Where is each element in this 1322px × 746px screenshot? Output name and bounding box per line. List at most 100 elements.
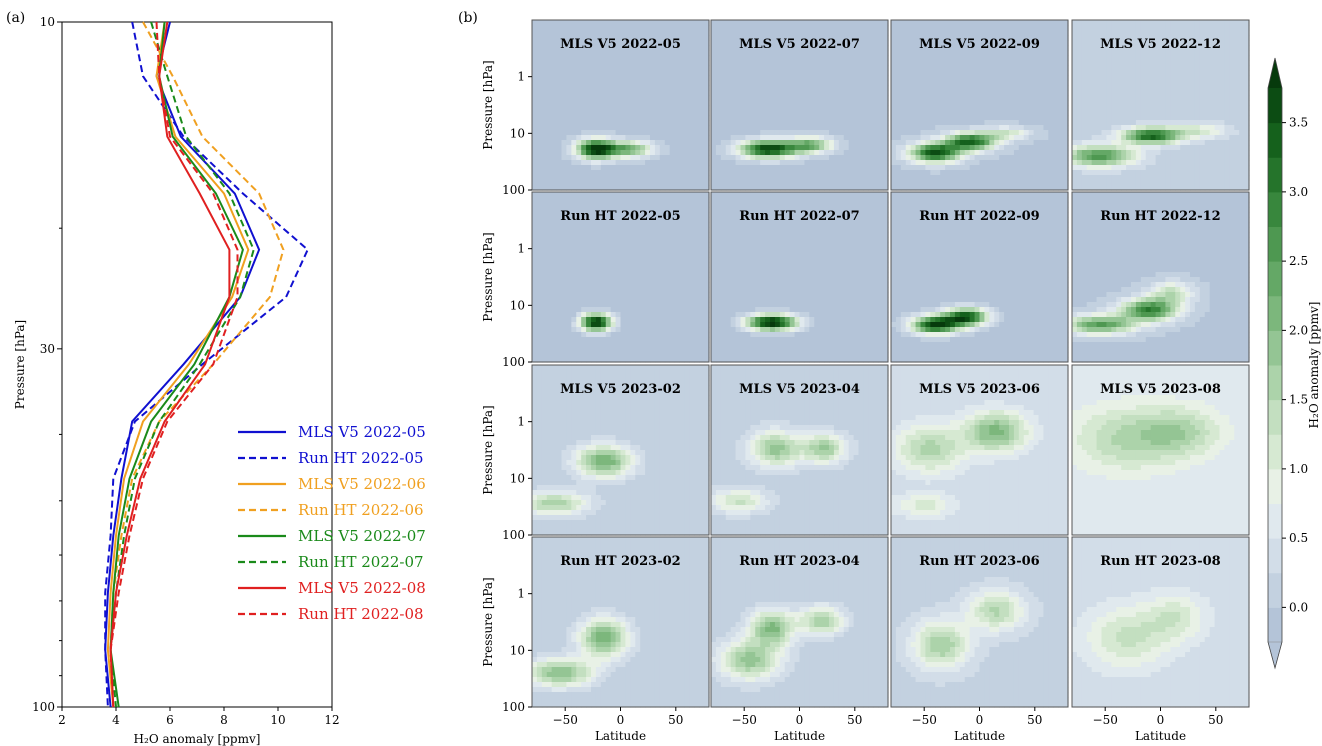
heatmap-cell [853, 95, 860, 101]
heatmap-cell [532, 160, 538, 166]
heatmap-cell [1043, 75, 1049, 81]
heatmap-cell [760, 60, 766, 66]
heatmap-cell [760, 145, 766, 151]
heatmap-cell [799, 170, 806, 176]
heatmap-cell [915, 165, 922, 171]
heatmap-cell [1009, 65, 1015, 71]
heatmap-cell [1229, 155, 1235, 161]
heatmap-cell [711, 45, 717, 51]
heatmap-cell [669, 45, 676, 51]
heatmap-cell [1058, 75, 1064, 81]
heatmap-cell [1076, 105, 1083, 111]
heatmap-cell [1204, 80, 1211, 86]
heatmap-cell [1175, 180, 1181, 186]
heatmap-cell [1150, 95, 1157, 101]
heatmap-cell [1033, 50, 1040, 56]
heatmap-cell [1190, 80, 1196, 86]
legend-label: Run HT 2022-06 [298, 501, 424, 519]
heatmap-cell [770, 100, 776, 106]
heatmap-cell [679, 40, 686, 46]
heatmap-cell [853, 30, 860, 36]
heatmap-cell [824, 55, 830, 61]
heatmap-cell [620, 35, 627, 41]
heatmap-cell [1209, 175, 1216, 181]
heatmap-cell [715, 160, 722, 166]
heatmap-cell [891, 100, 897, 106]
heatmap-cell [1234, 185, 1240, 191]
heatmap-cell [725, 50, 732, 56]
heatmap-cell [1038, 120, 1045, 126]
heatmap-cell [760, 180, 766, 186]
heatmap-cell [730, 90, 737, 96]
heatmap-cell [1165, 120, 1171, 126]
heatmap-cell [1175, 35, 1181, 41]
heatmap-cell [679, 25, 686, 31]
heatmap-cell [1229, 65, 1235, 71]
heatmap-cell [891, 85, 897, 91]
heatmap-cell [824, 90, 830, 96]
heatmap-cell [920, 125, 927, 131]
heatmap-cell [1126, 185, 1132, 191]
heatmap-cell [694, 40, 700, 46]
heatmap-cell [1190, 160, 1196, 166]
heatmap-cell [740, 110, 747, 116]
heatmap-cell [1058, 60, 1064, 66]
heatmap-cell [1072, 130, 1078, 136]
heatmap-cell [1106, 50, 1112, 56]
heatmap-cell [586, 55, 592, 61]
heatmap-cell [561, 135, 568, 141]
heatmap-cell [1140, 110, 1147, 116]
heatmap-cell [711, 125, 717, 131]
heatmap-cell [814, 165, 820, 171]
heatmap-cell [1111, 110, 1117, 116]
heatmap-cell [1121, 165, 1127, 171]
heatmap-cell [1116, 120, 1122, 126]
heatmap-cell [1086, 130, 1093, 136]
heatmap-cell [546, 95, 553, 101]
heatmap-cell [684, 30, 690, 36]
heatmap-cell [1244, 75, 1250, 81]
heatmap-cell [838, 160, 845, 166]
heatmap-cell [679, 145, 686, 151]
heatmap-cell [730, 75, 737, 81]
heatmap-cell [809, 70, 815, 76]
heatmap-cell [1111, 185, 1117, 191]
heatmap-cell [1023, 30, 1030, 36]
heatmap-cell [664, 125, 671, 131]
heatmap-cell [586, 140, 592, 146]
heatmap-cell [760, 165, 766, 171]
heatmap-cell [610, 185, 617, 191]
heatmap-cell [819, 160, 825, 166]
heatmap-cell [969, 140, 976, 146]
heatmap-cell [556, 25, 563, 31]
heatmap-cell [576, 145, 582, 151]
heatmap-cell [863, 155, 869, 161]
heatmap-cell [863, 30, 869, 36]
heatmap-cell [561, 192, 568, 198]
heatmap-cell [819, 120, 825, 126]
heatmap-cell [615, 125, 622, 131]
heatmap-cell [1145, 110, 1152, 116]
heatmap-cell [814, 185, 820, 191]
heatmap-cell [1135, 160, 1142, 166]
heatmap-cell [969, 25, 976, 31]
heatmap-cell [630, 45, 636, 51]
heatmap-cell [774, 95, 781, 101]
heatmap-cell [1131, 100, 1137, 106]
heatmap-cell [605, 120, 612, 126]
heatmap-cell [674, 192, 681, 198]
heatmap-cell [964, 155, 971, 161]
heatmap-cell [591, 185, 597, 191]
heatmap-cell [900, 90, 907, 96]
heatmap-cell [905, 155, 912, 161]
heatmap-cell [863, 60, 869, 66]
heatmap-cell [684, 105, 690, 111]
heatmap-cell [1150, 70, 1157, 76]
heatmap-cell [950, 170, 956, 176]
heatmap-cell [1023, 120, 1030, 126]
heatmap-cell [974, 120, 981, 126]
heatmap-cell [600, 80, 607, 86]
heatmap-cell [868, 160, 874, 166]
heatmap-cell [591, 170, 597, 176]
heatmap-cell [650, 50, 656, 56]
